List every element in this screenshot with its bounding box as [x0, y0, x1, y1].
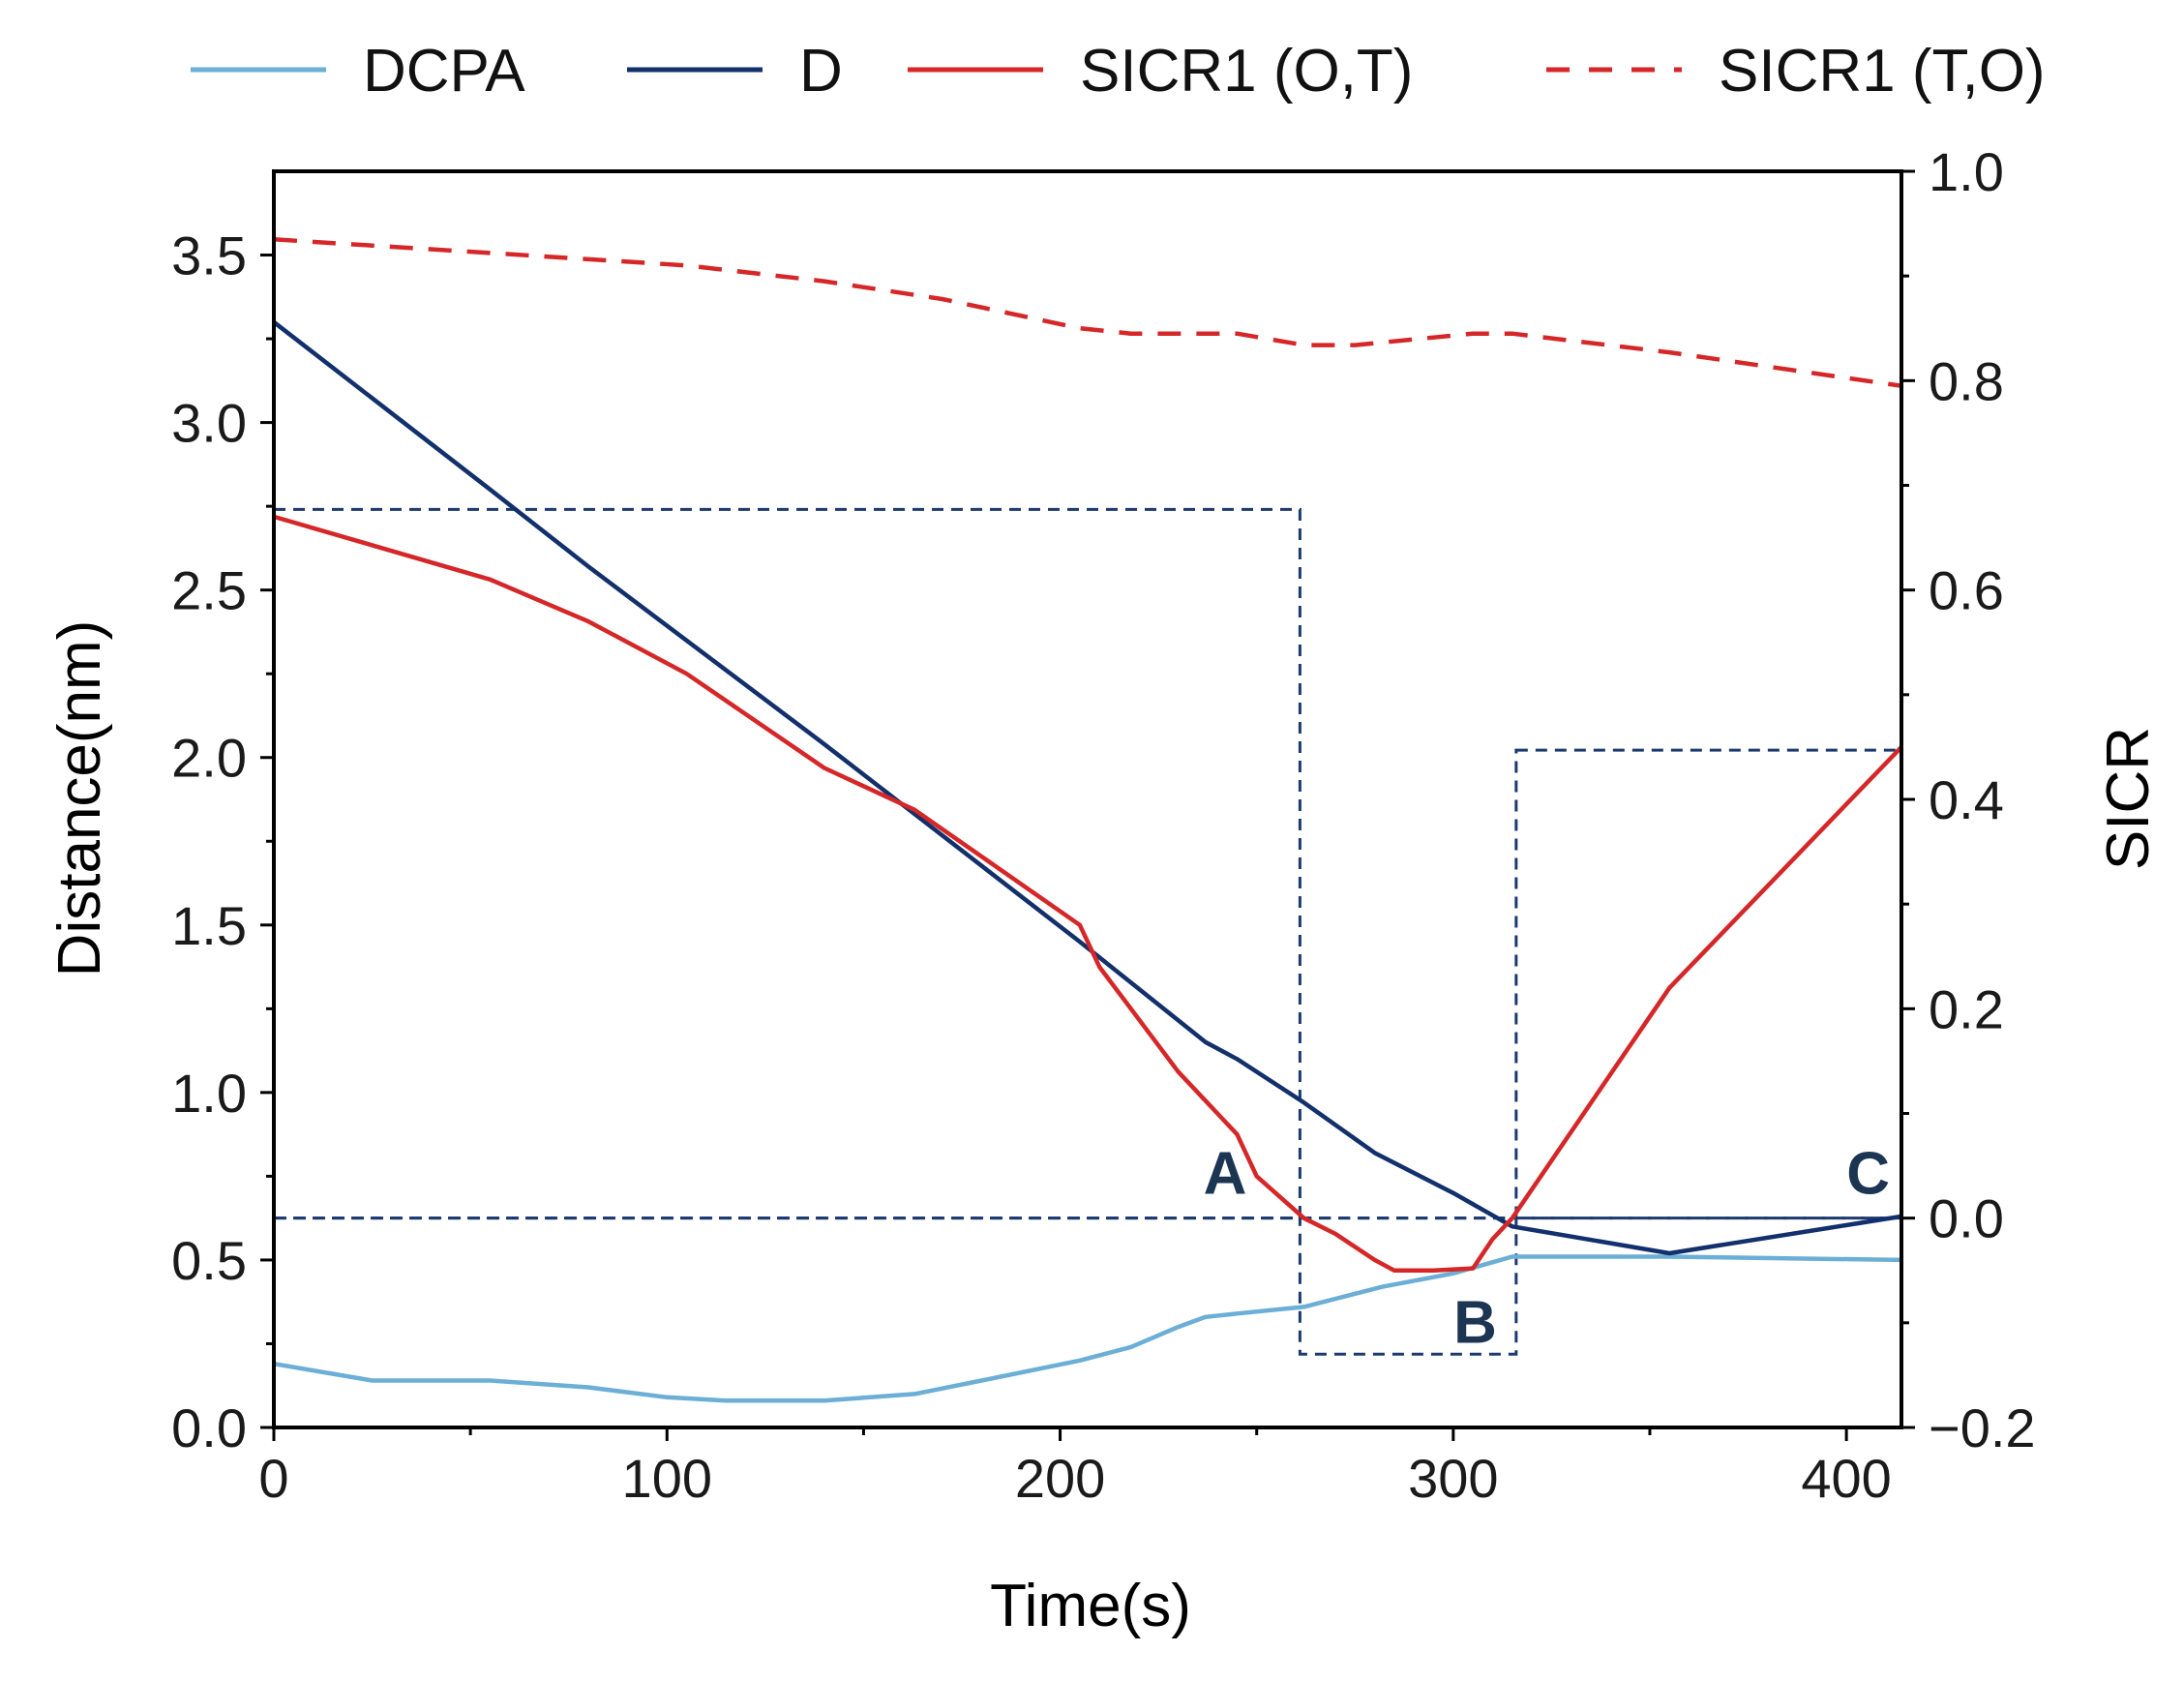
y-tick-label: 0.0	[171, 1397, 247, 1458]
region-box-a	[272, 507, 1301, 1220]
legend-label-sicr1-t-o: SICR1 (T,O)	[1719, 38, 2046, 105]
x-tick-label: 100	[622, 1448, 712, 1509]
y2-tick-label: 0.4	[1929, 769, 2004, 830]
series-line-sicr1-o-t	[273, 514, 1903, 1274]
x-tick-label: 400	[1801, 1448, 1891, 1509]
y-tick-label: 0.5	[171, 1230, 247, 1291]
x-axis-title: Time(s)	[990, 1573, 1191, 1639]
legend-label-d: D	[799, 38, 843, 105]
annotation-regions: A B C	[272, 507, 1903, 1356]
x-tick-label: 0	[258, 1448, 288, 1509]
x-tick-label: 300	[1408, 1448, 1498, 1509]
y2-tick-label: 0.8	[1929, 350, 2004, 411]
plot-frame	[272, 169, 1903, 1429]
y-tick-label: 3.5	[171, 225, 247, 286]
y-tick-label: 2.5	[171, 560, 247, 621]
series-line-d	[272, 320, 1902, 1256]
region-box-c	[1514, 748, 1903, 1220]
region-box-b	[1298, 1216, 1518, 1356]
y-tick-label: 1.0	[171, 1063, 247, 1124]
y2-tick-label: 0.0	[1929, 1188, 2004, 1249]
series-layer	[272, 237, 1903, 1403]
y-tick-label: 2.0	[171, 728, 247, 789]
y2-axis-title: SICR	[2095, 727, 2162, 870]
series-line-dcpa	[273, 1254, 1902, 1403]
x-tick-label: 200	[1015, 1448, 1105, 1509]
y2-tick-label: 1.0	[1929, 141, 2004, 202]
legend-label-dcpa: DCPA	[363, 38, 525, 105]
y2-tick-label: −0.2	[1929, 1397, 2036, 1458]
series-line-sicr1-t-o	[273, 237, 1902, 388]
y-axis-title: Distance(nm)	[46, 620, 113, 977]
legend: DCPA D SICR1 (O,T) SICR1 (T,O)	[191, 38, 2046, 105]
y2-tick-label: 0.6	[1929, 560, 2004, 621]
axes: 0 100 200 300 400 0.0 0.5 1.0 1.5 2.0 2.5 3.0 3.5 −0.…	[171, 141, 2035, 1509]
legend-label-sicr1-o-t: SICR1 (O,T)	[1080, 38, 1413, 105]
region-label-c: C	[1846, 1141, 1890, 1208]
y-tick-label: 1.5	[171, 895, 247, 956]
region-label-b: B	[1453, 1289, 1497, 1356]
y-tick-label: 3.0	[171, 393, 247, 454]
region-label-a: A	[1204, 1141, 1247, 1208]
y2-tick-label: 0.2	[1929, 978, 2004, 1039]
